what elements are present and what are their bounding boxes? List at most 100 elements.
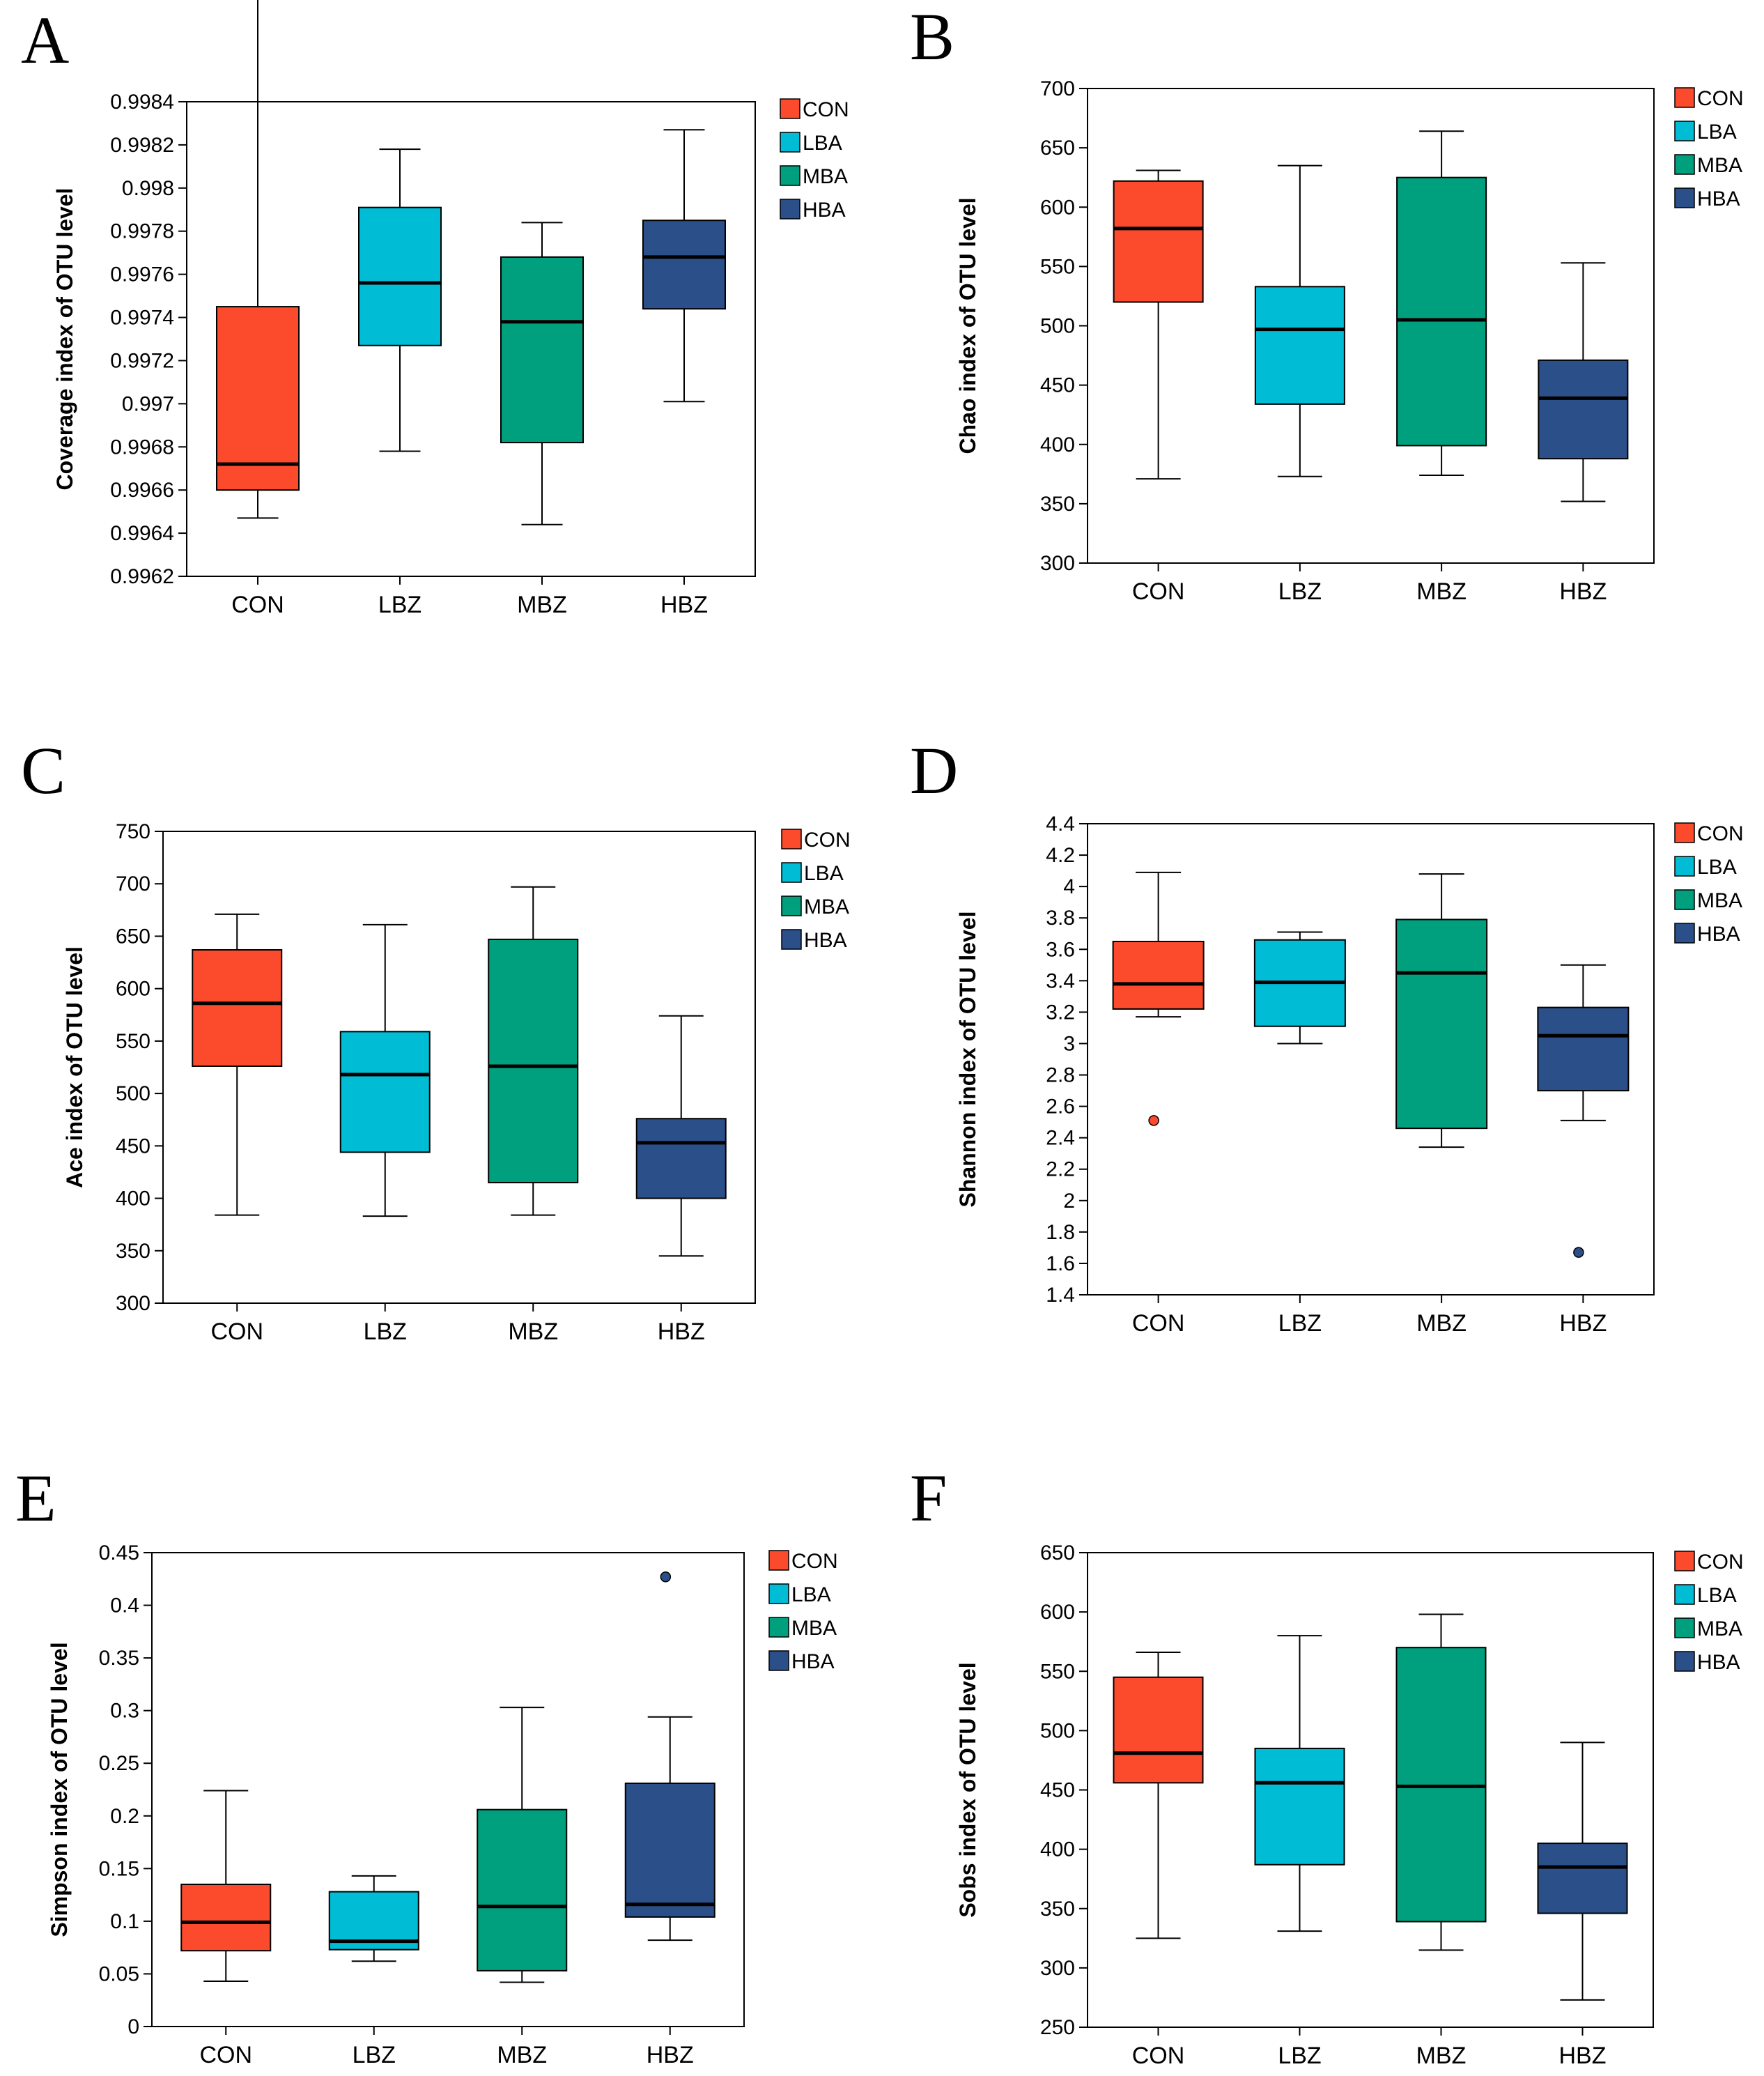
iqr-box: [642, 220, 726, 310]
y-tick-label: 2.4: [1046, 1127, 1075, 1150]
plot-frame: [1087, 88, 1655, 564]
y-tick-label: 0.1: [110, 1910, 139, 1933]
x-tick-label: CON: [210, 1318, 263, 1345]
panel-e: E 0 0.05 0.1 0.15 0.2 0.25 0.3 0.35 0.4 0.45 Simpso…: [15, 1461, 838, 2068]
x-tick-label: HBZ: [660, 592, 708, 618]
y-tick-label: 500: [1040, 1719, 1075, 1742]
legend-swatch-hba: [768, 1650, 789, 1671]
legend-label-lba: LBA: [1697, 1584, 1737, 1607]
y-tick-label: 0.9962: [110, 565, 174, 588]
legend-label-hba: HBA: [804, 929, 847, 952]
y-tick-label: 550: [1040, 1660, 1075, 1683]
iqr-box: [1395, 1647, 1487, 1923]
legend-label-mba: MBA: [804, 895, 849, 918]
box-con: CON: [192, 913, 283, 1345]
box-lbz: LBZ: [358, 148, 442, 618]
x-tick-label: MBZ: [1416, 1310, 1467, 1337]
legend: CON LBA MBA HBA: [1674, 1551, 1744, 1674]
legend: CON LBA MBA HBA: [1674, 822, 1744, 946]
x-tick-label: LBZ: [1278, 1310, 1322, 1337]
x-tick-label: CON: [1132, 1310, 1185, 1337]
iqr-box: [635, 1118, 727, 1199]
y-tick-label: 2.2: [1046, 1158, 1075, 1181]
legend-swatch-lba: [1674, 1584, 1695, 1605]
y-tick-label: 4.2: [1046, 844, 1075, 867]
y-tick-label: 300: [1040, 552, 1075, 575]
plot-frame: [1087, 823, 1655, 1295]
iqr-box: [1113, 180, 1204, 303]
legend-label-mba: MBA: [791, 1617, 837, 1640]
box-hbz: HBZ: [1537, 964, 1630, 1337]
legend-label-con: CON: [1697, 822, 1744, 845]
legend-swatch-lba: [1674, 856, 1695, 877]
y-tick-label: 0.35: [99, 1647, 139, 1670]
iqr-box: [216, 306, 300, 491]
y-tick-label: 1.8: [1046, 1221, 1075, 1244]
iqr-box: [339, 1031, 431, 1153]
y-tick-label: 600: [1040, 1601, 1075, 1624]
y-tick-label: 700: [116, 872, 150, 895]
y-tick-label: 4.4: [1046, 813, 1075, 836]
legend-swatch-hba: [1674, 187, 1695, 208]
legend-swatch-hba: [780, 199, 800, 220]
legend-label-lba: LBA: [803, 132, 842, 155]
y-tick-label: 2: [1063, 1190, 1075, 1213]
y-tick-label: 0.9972: [110, 349, 174, 372]
y-tick-label: 0.9978: [110, 220, 174, 243]
x-tick-label: CON: [199, 2042, 252, 2068]
y-tick-label: 0.4: [110, 1594, 139, 1617]
y-tick-label: 0.9974: [110, 307, 174, 330]
iqr-box: [488, 938, 579, 1183]
panel-letter: F: [910, 1461, 947, 1535]
box-con: CON: [180, 1790, 272, 2068]
legend-label-con: CON: [803, 98, 849, 121]
legend-label-mba: MBA: [1697, 1617, 1742, 1640]
y-tick-label: 500: [116, 1082, 150, 1105]
x-tick-label: LBZ: [378, 592, 421, 618]
y-tick-label: 0.9968: [110, 436, 174, 459]
panel-f: F 250 300 350 400 450 500 550 600 650 Sobs index o…: [910, 1461, 1744, 2069]
y-tick-label: 3.4: [1046, 969, 1075, 992]
legend-swatch-lba: [780, 132, 800, 153]
y-tick-label: 450: [116, 1135, 150, 1158]
legend-swatch-mba: [1674, 889, 1695, 910]
y-tick-label: 3.6: [1046, 938, 1075, 961]
y-tick-label: 450: [1040, 374, 1075, 397]
iqr-box: [192, 949, 283, 1067]
y-tick-label: 3.2: [1046, 1001, 1075, 1024]
x-tick-label: MBZ: [1416, 2043, 1467, 2069]
y-tick-label: 350: [1040, 1898, 1075, 1921]
y-tick-label: 400: [116, 1187, 150, 1210]
y-tick-label: 300: [1040, 1957, 1075, 1980]
box-hbz: HBZ: [1538, 262, 1629, 605]
outlier-point: [1148, 1115, 1159, 1126]
y-tick-label: 300: [116, 1292, 150, 1315]
panel-letter: B: [910, 0, 954, 74]
box-mbz: MBZ: [500, 222, 584, 618]
iqr-box: [1395, 918, 1488, 1130]
box-hbz: HBZ: [624, 1571, 715, 2068]
x-tick-label: MBZ: [1416, 578, 1467, 605]
y-tick-label: 0.9984: [110, 91, 174, 114]
legend-label-lba: LBA: [1697, 121, 1737, 144]
legend-label-hba: HBA: [803, 199, 846, 222]
x-tick-label: MBZ: [508, 1318, 558, 1345]
legend-swatch-mba: [781, 895, 802, 916]
y-tick-label: 600: [1040, 196, 1075, 219]
y-tick-label: 1.6: [1046, 1252, 1075, 1275]
y-tick-label: 750: [116, 820, 150, 843]
iqr-box: [500, 256, 584, 444]
legend-label-lba: LBA: [791, 1583, 831, 1606]
x-tick-label: HBZ: [1559, 1310, 1607, 1337]
legend-label-con: CON: [791, 1550, 838, 1573]
box-con: CON: [1113, 1652, 1204, 2069]
legend-swatch-mba: [768, 1617, 789, 1638]
y-tick-label: 500: [1040, 315, 1075, 338]
y-tick-label: 0.9966: [110, 479, 174, 502]
box-lbz: LBZ: [339, 923, 431, 1345]
panel-letter: E: [15, 1461, 56, 1535]
y-tick-label: 0.05: [99, 1962, 139, 1985]
outlier-point: [660, 1571, 672, 1583]
x-tick-label: HBZ: [647, 2042, 694, 2068]
box-hbz: HBZ: [642, 129, 726, 618]
